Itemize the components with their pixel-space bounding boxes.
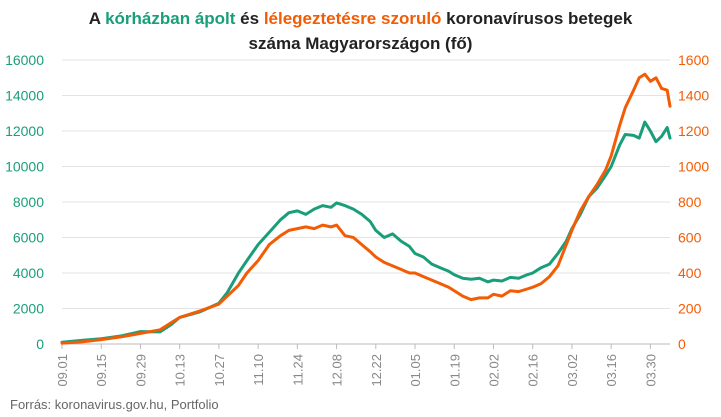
x-tick-label: 12.22 xyxy=(369,354,384,387)
x-tick-label: 02.16 xyxy=(526,354,541,387)
title-prefix: A xyxy=(88,9,106,28)
x-tick-label: 01.05 xyxy=(408,354,423,387)
y-left-tick-label: 14000 xyxy=(5,88,44,104)
series-line-ventilated xyxy=(60,72,672,345)
y-right-tick-label: 400 xyxy=(678,265,702,281)
x-tick-label: 10.27 xyxy=(212,354,227,387)
y-right-tick-label: 1000 xyxy=(678,159,709,175)
y-left-tick-label: 0 xyxy=(36,336,44,352)
y-right-tick-label: 200 xyxy=(678,301,702,317)
x-tick-label: 03.30 xyxy=(643,354,658,387)
x-tick-label: 03.02 xyxy=(565,354,580,387)
y-right-tick-label: 600 xyxy=(678,230,702,246)
y-axis-left: 0 2000 4000 6000 8000 10000 12000 14000 16000 xyxy=(5,52,44,352)
x-tick-label: 09.15 xyxy=(94,354,109,387)
x-tick-label: 09.01 xyxy=(55,354,70,387)
y-axis-right: 0 200 400 600 800 1000 1200 1400 1600 xyxy=(678,52,709,352)
title-orange-part: lélegeztetésre szoruló xyxy=(263,9,442,28)
x-tick-label: 09.29 xyxy=(133,354,148,387)
series-line-hospitalized xyxy=(60,120,672,344)
y-left-tick-label: 2000 xyxy=(13,301,44,317)
source-note: Forrás: koronavirus.gov.hu, Portfolio xyxy=(10,397,219,412)
y-left-tick-label: 16000 xyxy=(5,52,44,68)
x-tick-label: 03.16 xyxy=(604,354,619,387)
y-left-tick-label: 12000 xyxy=(5,123,44,139)
y-right-tick-label: 1600 xyxy=(678,52,709,68)
y-right-tick-label: 1200 xyxy=(678,123,709,139)
y-left-tick-label: 6000 xyxy=(13,230,44,246)
series-lines xyxy=(60,72,672,345)
chart-title-line-1: A kórházban ápolt és lélegeztetésre szor… xyxy=(0,9,721,29)
x-tick-label: 02.02 xyxy=(486,354,501,387)
title-green-part: kórházban ápolt xyxy=(105,9,236,28)
x-tick-label: 01.19 xyxy=(447,354,462,387)
chart-title-line-2: száma Magyarországon (fő) xyxy=(248,34,473,53)
y-right-tick-label: 800 xyxy=(678,194,702,210)
x-axis: 09.01 09.15 09.29 10.13 10.27 11.10 11.24 12.08… xyxy=(55,344,658,387)
title-middle: és xyxy=(235,9,264,28)
gridlines xyxy=(62,59,670,345)
y-right-tick-label: 1400 xyxy=(678,88,709,104)
y-right-tick-label: 0 xyxy=(678,336,686,352)
y-left-tick-label: 8000 xyxy=(13,194,44,210)
x-tick-label: 10.13 xyxy=(173,354,188,387)
x-tick-label: 11.24 xyxy=(290,354,305,386)
y-left-tick-label: 4000 xyxy=(13,265,44,281)
x-tick-label: 11.10 xyxy=(251,354,266,386)
title-suffix: koronavírusos betegek xyxy=(441,9,633,28)
y-left-tick-label: 10000 xyxy=(5,159,44,175)
x-tick-label: 12.08 xyxy=(330,354,345,387)
